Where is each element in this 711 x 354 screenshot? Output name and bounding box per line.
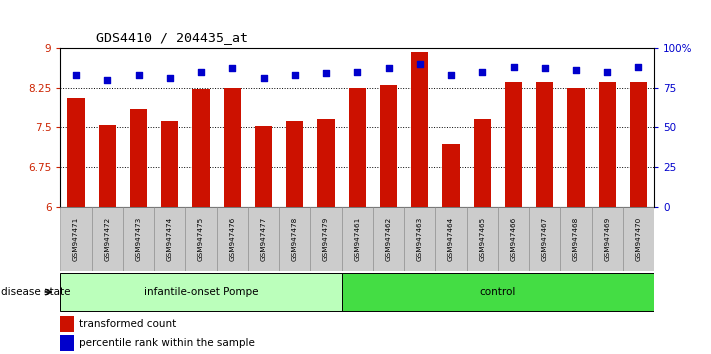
- Bar: [161, 121, 178, 207]
- Point: [102, 77, 113, 82]
- Point: [227, 66, 238, 72]
- Text: GSM947466: GSM947466: [510, 217, 516, 261]
- Bar: [224, 88, 241, 207]
- Text: GDS4410 / 204435_at: GDS4410 / 204435_at: [96, 31, 248, 44]
- Text: GSM947476: GSM947476: [229, 217, 235, 261]
- Text: GSM947461: GSM947461: [354, 217, 360, 261]
- Bar: [193, 89, 210, 207]
- Text: GSM947479: GSM947479: [323, 217, 329, 261]
- Text: GSM947469: GSM947469: [604, 217, 610, 261]
- Text: GSM947477: GSM947477: [260, 217, 267, 261]
- Bar: [123, 207, 154, 271]
- Bar: [99, 125, 116, 207]
- Text: GSM947471: GSM947471: [73, 217, 79, 261]
- Text: GSM947465: GSM947465: [479, 217, 486, 261]
- Bar: [536, 82, 553, 207]
- Point: [321, 70, 332, 76]
- Point: [351, 69, 363, 75]
- Point: [476, 69, 488, 75]
- Bar: [373, 207, 404, 271]
- Point: [570, 67, 582, 73]
- Bar: [529, 207, 560, 271]
- Point: [508, 64, 519, 70]
- Bar: [411, 52, 428, 207]
- Text: infantile-onset Pompe: infantile-onset Pompe: [144, 287, 258, 297]
- Point: [633, 64, 644, 70]
- Bar: [92, 207, 123, 271]
- Text: GSM947464: GSM947464: [448, 217, 454, 261]
- Bar: [130, 109, 147, 207]
- Bar: [348, 88, 366, 207]
- Point: [539, 66, 550, 72]
- Bar: [60, 207, 92, 271]
- Bar: [380, 85, 397, 207]
- Bar: [599, 82, 616, 207]
- Bar: [255, 126, 272, 207]
- Bar: [311, 207, 342, 271]
- Bar: [404, 207, 435, 271]
- Bar: [505, 82, 522, 207]
- Text: GSM947472: GSM947472: [105, 217, 110, 261]
- Point: [445, 72, 456, 78]
- Point: [164, 75, 176, 81]
- Bar: [186, 207, 217, 271]
- Bar: [217, 207, 248, 271]
- Point: [196, 69, 207, 75]
- Text: GSM947478: GSM947478: [292, 217, 298, 261]
- Bar: [317, 120, 335, 207]
- Bar: [60, 273, 342, 311]
- Bar: [68, 98, 85, 207]
- Bar: [248, 207, 279, 271]
- Text: GSM947475: GSM947475: [198, 217, 204, 261]
- Bar: [154, 207, 186, 271]
- Bar: [592, 207, 623, 271]
- Text: percentile rank within the sample: percentile rank within the sample: [79, 338, 255, 348]
- Text: GSM947468: GSM947468: [573, 217, 579, 261]
- Point: [383, 66, 394, 72]
- Text: GSM947473: GSM947473: [136, 217, 141, 261]
- Text: GSM947474: GSM947474: [167, 217, 173, 261]
- Point: [414, 61, 425, 67]
- Bar: [567, 88, 584, 207]
- Bar: [630, 82, 647, 207]
- Text: transformed count: transformed count: [79, 319, 176, 329]
- Text: GSM947470: GSM947470: [636, 217, 641, 261]
- Bar: [466, 207, 498, 271]
- Text: control: control: [480, 287, 516, 297]
- Bar: [442, 144, 459, 207]
- Text: disease state: disease state: [1, 287, 70, 297]
- Point: [133, 72, 144, 78]
- Bar: [498, 207, 529, 271]
- Text: GSM947462: GSM947462: [385, 217, 392, 261]
- Point: [289, 72, 301, 78]
- Text: GSM947463: GSM947463: [417, 217, 423, 261]
- Point: [70, 72, 82, 78]
- Bar: [342, 207, 373, 271]
- Bar: [560, 207, 592, 271]
- Bar: [279, 207, 311, 271]
- Bar: [60, 335, 75, 351]
- Bar: [435, 207, 466, 271]
- Point: [602, 69, 613, 75]
- Text: GSM947467: GSM947467: [542, 217, 547, 261]
- Bar: [623, 207, 654, 271]
- Point: [258, 75, 269, 81]
- Bar: [287, 121, 304, 207]
- Bar: [474, 120, 491, 207]
- Bar: [60, 316, 75, 332]
- Bar: [342, 273, 654, 311]
